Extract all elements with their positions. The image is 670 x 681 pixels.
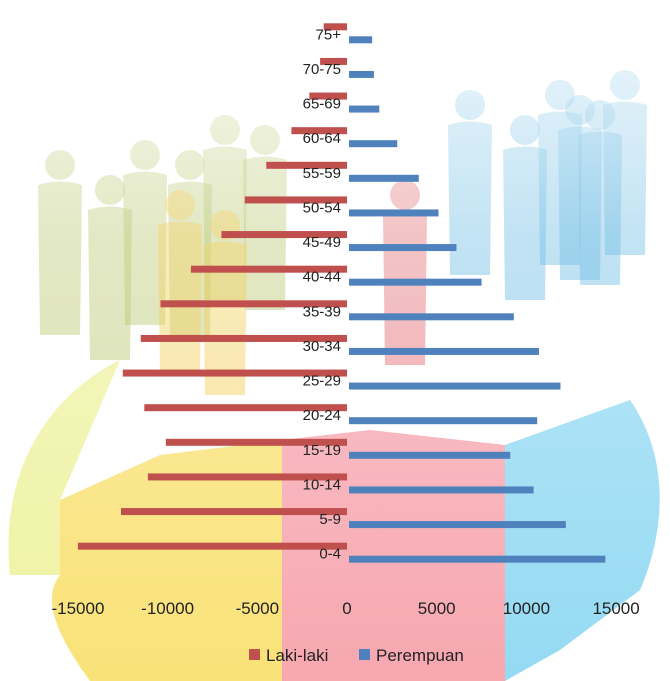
age-label-45-49: 45-49 xyxy=(303,234,341,251)
age-label-15-19: 15-19 xyxy=(303,442,341,459)
bar-laki-laki-5-9 xyxy=(120,508,348,516)
age-label-25-29: 25-29 xyxy=(303,373,341,390)
x-tick-5000: 5000 xyxy=(418,599,456,618)
bar-perempuan-0-4 xyxy=(349,555,606,563)
bar-laki-laki-65-69 xyxy=(309,92,348,100)
bar-laki-laki-70-75 xyxy=(320,57,348,65)
age-label-40-44: 40-44 xyxy=(303,269,341,286)
legend-swatch-perempuan xyxy=(359,649,370,660)
x-tick--5000: -5000 xyxy=(236,599,279,618)
age-label-30-34: 30-34 xyxy=(303,338,341,355)
age-label-60-64: 60-64 xyxy=(303,130,341,147)
age-label-65-69: 65-69 xyxy=(303,96,341,113)
bar-perempuan-15-19 xyxy=(349,451,511,459)
age-label-0-4: 0-4 xyxy=(319,546,341,563)
bar-laki-laki-20-24 xyxy=(144,404,348,412)
bar-perempuan-5-9 xyxy=(349,521,566,529)
bar-laki-laki-75+ xyxy=(323,23,348,31)
age-label-20-24: 20-24 xyxy=(303,407,341,424)
legend: Laki-laki Perempuan xyxy=(249,646,464,665)
bars-layer xyxy=(77,23,606,563)
x-tick--15000: -15000 xyxy=(51,599,104,618)
age-group-labels: 0-4 5-9 10-14 15-19 20-24 25-29 30-34 35-39 40-4… xyxy=(303,26,342,562)
bar-perempuan-20-24 xyxy=(349,417,538,425)
bar-perempuan-70-75 xyxy=(349,70,374,78)
x-tick-10000: 10000 xyxy=(503,599,550,618)
bar-laki-laki-10-14 xyxy=(147,473,348,481)
x-tick-15000: 15000 xyxy=(592,599,639,618)
bar-laki-laki-25-29 xyxy=(122,369,348,377)
bar-perempuan-45-49 xyxy=(349,244,457,252)
bar-laki-laki-45-49 xyxy=(221,231,348,239)
age-label-35-39: 35-39 xyxy=(303,303,341,320)
legend-label-laki-laki: Laki-laki xyxy=(266,646,328,665)
age-label-55-59: 55-59 xyxy=(303,165,341,182)
bar-laki-laki-30-34 xyxy=(140,334,348,342)
x-tick-0: 0 xyxy=(342,599,351,618)
bar-perempuan-40-44 xyxy=(349,278,482,286)
bar-laki-laki-15-19 xyxy=(165,438,348,446)
bar-perempuan-60-64 xyxy=(349,140,398,148)
age-label-75+: 75+ xyxy=(316,26,342,43)
bar-laki-laki-40-44 xyxy=(190,265,348,273)
bar-laki-laki-50-54 xyxy=(244,196,348,204)
bar-laki-laki-0-4 xyxy=(77,542,348,550)
bar-perempuan-25-29 xyxy=(349,382,561,390)
legend-swatch-laki-laki xyxy=(249,649,260,660)
bar-laki-laki-55-59 xyxy=(266,161,348,169)
age-label-10-14: 10-14 xyxy=(303,476,341,493)
age-label-5-9: 5-9 xyxy=(319,511,341,528)
bar-perempuan-30-34 xyxy=(349,347,539,355)
x-axis-tick-labels: -15000 -10000 -5000 0 5000 10000 15000 xyxy=(51,599,639,618)
bar-perempuan-65-69 xyxy=(349,105,380,113)
age-label-70-75: 70-75 xyxy=(303,61,341,78)
bar-perempuan-55-59 xyxy=(349,174,419,182)
bar-laki-laki-35-39 xyxy=(160,300,348,308)
age-label-50-54: 50-54 xyxy=(303,199,341,216)
bar-perempuan-10-14 xyxy=(349,486,534,494)
x-tick--10000: -10000 xyxy=(141,599,194,618)
bar-laki-laki-60-64 xyxy=(291,127,348,135)
bar-perempuan-35-39 xyxy=(349,313,514,321)
bar-perempuan-75+ xyxy=(349,36,373,44)
bar-perempuan-50-54 xyxy=(349,209,439,217)
legend-label-perempuan: Perempuan xyxy=(376,646,464,665)
